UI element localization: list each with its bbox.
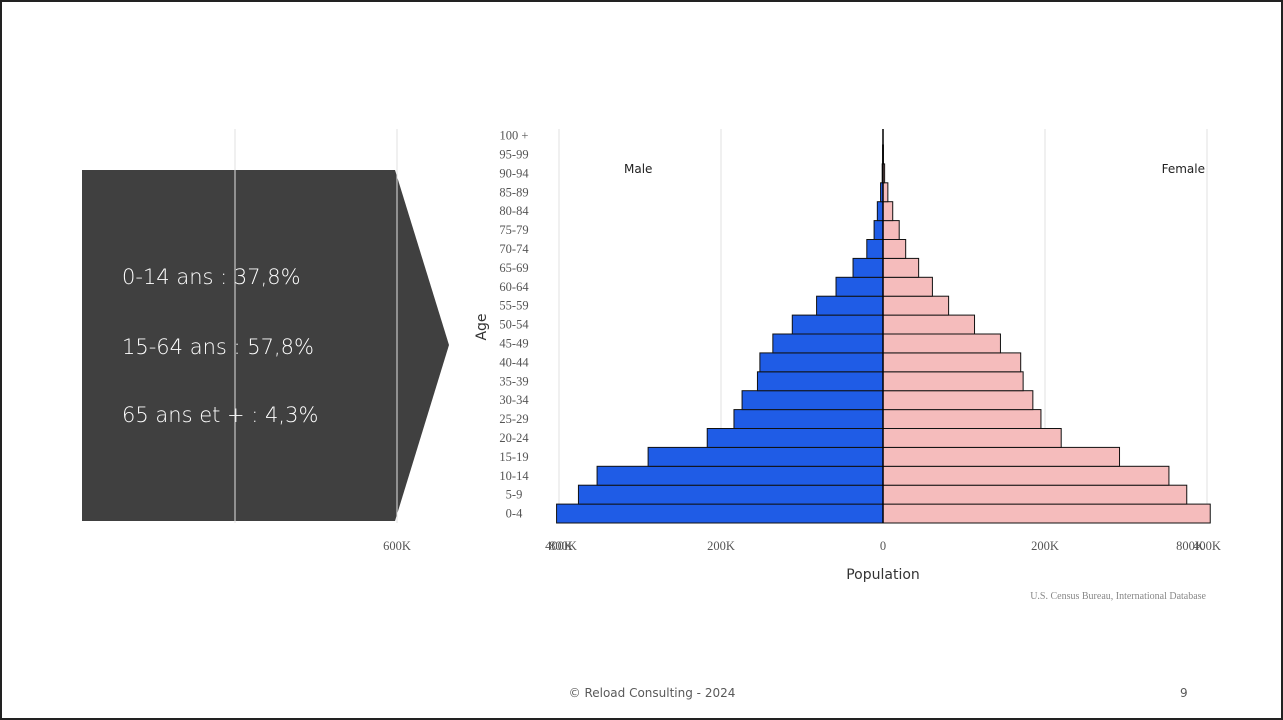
stat-age-65-plus: 65 ans et + : 4,3% [122, 403, 319, 427]
bar-female [882, 333, 1001, 354]
bar-female [882, 352, 1022, 373]
stats-chevron-box: 0-14 ans : 37,8% 15-64 ans : 57,8% 65 an… [82, 170, 449, 521]
y-tick-label: 70-74 [499, 242, 529, 256]
bar-male [866, 239, 884, 259]
bar-male [596, 465, 884, 486]
grid-lines [234, 129, 1208, 523]
x-tick-label: 200K [707, 539, 735, 553]
y-tick-label: 20-24 [499, 431, 529, 445]
bar-female [882, 409, 1042, 430]
x-tick-label: 200K [1031, 539, 1059, 553]
y-tick-label: 80-84 [499, 204, 529, 218]
source-credit: U.S. Census Bureau, International Databa… [1030, 591, 1206, 602]
bar-male [741, 390, 884, 411]
y-tick-label: 15-19 [499, 450, 528, 464]
bar-female [882, 220, 900, 241]
y-tick-label: 95-99 [499, 147, 528, 161]
bar-male [835, 276, 884, 297]
bar-male [816, 295, 884, 316]
x-axis-title: Population [846, 567, 920, 583]
x-tick-label: 400K [545, 539, 573, 553]
y-tick-label: 10-14 [499, 469, 529, 483]
bar-female [882, 446, 1121, 467]
x-tick-label: 400K [1193, 539, 1221, 553]
y-tick-label: 60-64 [499, 280, 529, 294]
y-tick-label: 75-79 [499, 223, 528, 237]
x-tick-label: 0 [880, 539, 886, 553]
y-tick-label: 45-49 [499, 336, 528, 350]
bar-male [873, 220, 884, 241]
bar-male [876, 201, 884, 222]
y-tick-label: 35-39 [499, 374, 528, 388]
y-tick-label: 25-29 [499, 412, 528, 426]
y-tick-label: 55-59 [499, 299, 528, 313]
bar-male [577, 484, 884, 505]
page-number: 9 [1180, 686, 1188, 700]
bar-female [882, 295, 950, 316]
stat-age-15-64: 15-64 ans : 57,8% [122, 335, 314, 359]
axis-labels: 800K600K400K200K0200K400K600K800K0-45-91… [383, 129, 1221, 553]
male-label: Male [624, 162, 652, 176]
bar-female [882, 390, 1034, 411]
bar-female [882, 484, 1188, 505]
bar-male [756, 371, 884, 392]
stat-age-0-14: 0-14 ans : 37,8% [122, 265, 301, 289]
bar-female [882, 503, 1211, 524]
bar-male [647, 446, 884, 467]
bar-female [882, 371, 1024, 392]
x-tick-label: 800K [1176, 539, 1204, 553]
bar-female [882, 201, 894, 222]
bar-female [882, 465, 1170, 486]
female-label: Female [1162, 162, 1205, 176]
y-axis-title: Age [474, 313, 490, 340]
bar-male [852, 257, 884, 278]
y-tick-label: 50-54 [499, 318, 529, 332]
y-tick-label: 40-44 [499, 355, 529, 369]
x-tick-label: 800K [549, 539, 577, 553]
bar-female [882, 314, 976, 335]
y-tick-label: 90-94 [499, 166, 529, 180]
bar-female [882, 428, 1062, 448]
bar-male [556, 503, 884, 524]
bar-male [759, 352, 884, 373]
bar-male [733, 409, 884, 430]
y-tick-label: 65-69 [499, 261, 528, 275]
bar-male [772, 333, 884, 354]
bar-female [882, 276, 933, 297]
y-tick-label: 30-34 [499, 393, 529, 407]
x-tick-label: 600K [383, 539, 411, 553]
bar-male [791, 314, 884, 335]
y-tick-label: 5-9 [506, 488, 523, 502]
footer-copyright: © Reload Consulting - 2024 [568, 686, 736, 700]
y-tick-label: 0-4 [506, 507, 523, 521]
bar-female [882, 257, 920, 278]
bar-female [882, 239, 907, 259]
y-tick-label: 85-89 [499, 185, 528, 199]
y-tick-label: 100 + [500, 129, 529, 143]
bar-male [706, 428, 884, 448]
